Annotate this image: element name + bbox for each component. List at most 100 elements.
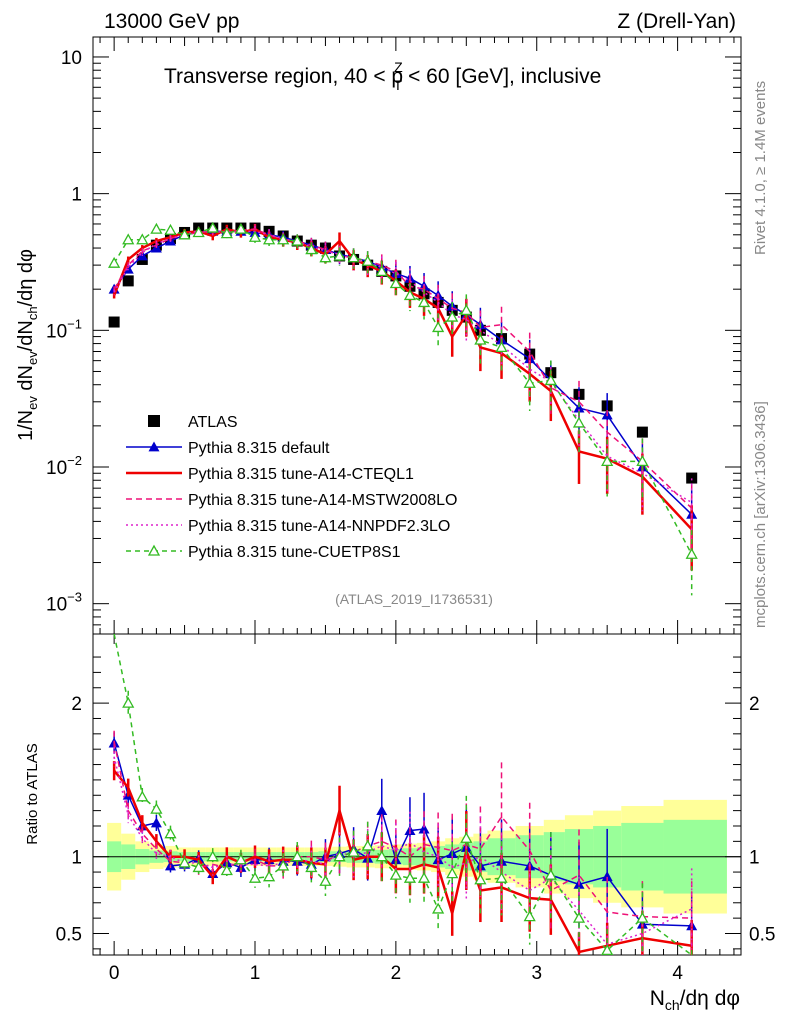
analysis-id: (ATLAS_2019_I1736531) <box>335 591 493 607</box>
legend-label: Pythia 8.315 tune-A14-CTEQL1 <box>188 466 414 483</box>
ratio-marker <box>277 859 290 871</box>
legend-marker <box>147 544 161 556</box>
ratio-marker <box>432 902 445 914</box>
main-marker <box>460 304 473 316</box>
main-marker <box>361 254 374 266</box>
ratio-marker <box>291 850 304 862</box>
main-marker <box>432 321 445 333</box>
ratio-marker <box>403 871 417 883</box>
legend: ATLAS Pythia 8.315 default Pythia 8.315 tu… <box>126 414 457 561</box>
ratio-marker <box>601 944 614 956</box>
ratio-marker <box>544 868 557 880</box>
main-ylabel: 1/Nev dNev/dNch/dη dφ <box>15 249 40 441</box>
main-series-line <box>112 227 693 531</box>
ratio-marker <box>418 823 430 834</box>
x-tick-label: 4 <box>672 963 683 984</box>
ratio-series-line <box>113 633 693 956</box>
ratio-marker <box>347 845 360 857</box>
ratio-marker <box>495 871 508 883</box>
ratio-marker <box>136 790 149 802</box>
main-marker <box>347 251 360 263</box>
legend-label: Pythia 8.315 default <box>188 440 330 457</box>
ratio-marker <box>234 853 248 865</box>
legend-label: ATLAS <box>188 414 238 431</box>
ratio-marker <box>333 850 346 862</box>
ratio-ytick-label: 0.5 <box>56 924 82 945</box>
ratio-marker <box>192 861 205 873</box>
legend-entry: ATLAS <box>148 414 238 431</box>
main-marker <box>305 243 318 255</box>
ratio-ytick-label: 1 <box>71 848 82 869</box>
ratio-marker <box>572 911 586 923</box>
legend-entry: Pythia 8.315 tune-CUETP8S1 <box>126 544 401 561</box>
main-ytick-label: 10−3 <box>46 590 82 616</box>
ratio-marker <box>206 850 219 862</box>
x-tick-label: 1 <box>250 963 261 984</box>
legend-entry: Pythia 8.315 tune-A14-CTEQL1 <box>126 466 414 483</box>
main-series <box>108 221 698 596</box>
main-marker <box>474 333 487 345</box>
ratio-marker <box>446 867 459 879</box>
ratio-marker <box>164 827 177 839</box>
main-marker <box>136 233 149 245</box>
main-marker <box>389 277 402 289</box>
main-marker <box>446 310 459 322</box>
main-marker <box>319 251 332 263</box>
side-label-top: Rivet 4.1.0, ≥ 1.4M events <box>752 81 769 255</box>
ratio-marker <box>361 839 374 851</box>
main-marker <box>108 256 121 268</box>
ratio-marker <box>319 874 332 886</box>
atlas-point <box>108 316 120 328</box>
legend-label: Pythia 8.315 tune-A14-MSTW2008LO <box>188 492 457 509</box>
ratio-marker <box>248 871 262 883</box>
ratio-series <box>108 633 698 956</box>
ratio-marker <box>376 805 388 816</box>
main-marker <box>523 376 536 388</box>
legend-marker <box>148 415 160 427</box>
ratio-marker <box>220 864 233 876</box>
ratio-ylabel: Ratio to ATLAS <box>24 743 41 844</box>
ratio-marker <box>375 850 388 862</box>
ratio-marker <box>601 871 613 882</box>
main-ytick-label: 10−1 <box>46 316 82 342</box>
legend-entry: Pythia 8.315 tune-A14-NNPDF2.3LO <box>126 518 450 535</box>
ratio-marker <box>305 861 318 873</box>
main-ytick-label: 10 <box>61 48 82 69</box>
process-label: Z (Drell-Yan) <box>617 10 736 33</box>
ratio-marker <box>150 802 163 814</box>
main-marker <box>164 223 177 235</box>
plot-title: Transverse region, 40 < pZ T < 60 [GeV], … <box>164 59 601 93</box>
x-axis-label: Nch/dη dφ <box>650 987 740 1013</box>
main-marker <box>122 233 135 245</box>
ratio-marker <box>460 831 473 843</box>
main-marker <box>685 547 698 559</box>
beam-label: 13000 GeV pp <box>104 10 239 33</box>
main-marker <box>150 222 163 234</box>
ratio-marker <box>474 873 487 885</box>
atlas-point <box>686 472 698 484</box>
x-tick-label: 0 <box>109 963 120 984</box>
legend-label: Pythia 8.315 tune-A14-NNPDF2.3LO <box>188 518 450 535</box>
legend-label: Pythia 8.315 tune-CUETP8S1 <box>188 544 401 561</box>
main-marker <box>333 249 346 261</box>
main-marker <box>544 374 557 386</box>
main-marker <box>234 222 248 234</box>
main-marker <box>403 289 417 301</box>
ratio-marker <box>417 871 431 883</box>
legend-marker <box>148 441 160 452</box>
atlas-point <box>122 275 134 287</box>
main-marker <box>572 416 586 428</box>
ratio-ytick-label-right: 1 <box>749 848 760 869</box>
main-marker <box>636 455 649 466</box>
ratio-ytick-label-right: 0.5 <box>749 924 775 945</box>
main-marker <box>277 233 290 245</box>
main-marker <box>601 455 614 466</box>
main-marker <box>495 341 508 353</box>
ratio-panel-frame <box>92 633 742 956</box>
axes: 0 1 2 3 4 10−3 10−2 10−1 1 10 0.5 0.5 1 1 2 2 <box>46 37 775 984</box>
main-ytick-label: 10−2 <box>46 453 82 479</box>
main-marker <box>573 402 585 413</box>
main-marker <box>291 234 304 246</box>
main-marker <box>206 221 219 233</box>
